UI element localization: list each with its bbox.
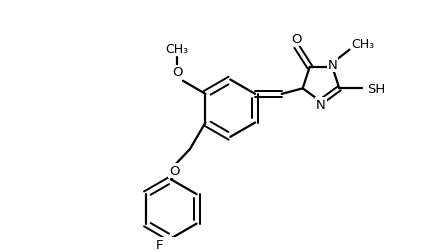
Text: F: F — [156, 238, 164, 250]
Text: O: O — [169, 164, 180, 177]
Text: SH: SH — [367, 82, 385, 96]
Text: CH₃: CH₃ — [166, 43, 189, 56]
Text: O: O — [291, 33, 302, 46]
Text: N: N — [327, 59, 337, 72]
Text: CH₃: CH₃ — [351, 38, 374, 51]
Text: N: N — [316, 98, 326, 111]
Text: O: O — [172, 66, 182, 79]
